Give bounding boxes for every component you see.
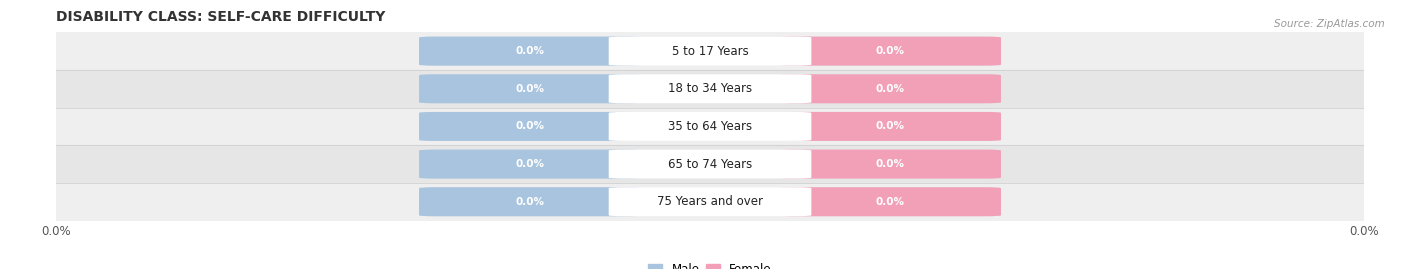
Text: 0.0%: 0.0% bbox=[876, 84, 904, 94]
FancyBboxPatch shape bbox=[419, 150, 641, 179]
Text: 18 to 34 Years: 18 to 34 Years bbox=[668, 82, 752, 95]
FancyBboxPatch shape bbox=[419, 74, 641, 103]
Text: 0.0%: 0.0% bbox=[516, 46, 544, 56]
FancyBboxPatch shape bbox=[779, 187, 1001, 216]
Text: 5 to 17 Years: 5 to 17 Years bbox=[672, 45, 748, 58]
FancyBboxPatch shape bbox=[779, 74, 1001, 103]
Text: 0.0%: 0.0% bbox=[876, 46, 904, 56]
Text: Source: ZipAtlas.com: Source: ZipAtlas.com bbox=[1274, 19, 1385, 29]
FancyBboxPatch shape bbox=[609, 187, 811, 216]
FancyBboxPatch shape bbox=[609, 37, 811, 66]
Text: 65 to 74 Years: 65 to 74 Years bbox=[668, 158, 752, 171]
Bar bbox=[56, 70, 1364, 108]
FancyBboxPatch shape bbox=[419, 37, 641, 66]
FancyBboxPatch shape bbox=[779, 112, 1001, 141]
Text: 0.0%: 0.0% bbox=[516, 159, 544, 169]
Bar bbox=[56, 145, 1364, 183]
FancyBboxPatch shape bbox=[419, 187, 641, 216]
Text: DISABILITY CLASS: SELF-CARE DIFFICULTY: DISABILITY CLASS: SELF-CARE DIFFICULTY bbox=[56, 10, 385, 24]
FancyBboxPatch shape bbox=[779, 37, 1001, 66]
Text: 75 Years and over: 75 Years and over bbox=[657, 195, 763, 208]
FancyBboxPatch shape bbox=[779, 150, 1001, 179]
Text: 0.0%: 0.0% bbox=[876, 159, 904, 169]
Bar bbox=[56, 183, 1364, 221]
FancyBboxPatch shape bbox=[419, 150, 1001, 179]
Text: 0.0%: 0.0% bbox=[876, 121, 904, 132]
Legend: Male, Female: Male, Female bbox=[644, 258, 776, 269]
Text: 0.0%: 0.0% bbox=[876, 197, 904, 207]
Text: 0.0%: 0.0% bbox=[516, 197, 544, 207]
Text: 0.0%: 0.0% bbox=[516, 121, 544, 132]
Bar bbox=[56, 108, 1364, 145]
FancyBboxPatch shape bbox=[609, 112, 811, 141]
FancyBboxPatch shape bbox=[609, 150, 811, 179]
FancyBboxPatch shape bbox=[419, 112, 641, 141]
FancyBboxPatch shape bbox=[419, 74, 1001, 103]
Text: 35 to 64 Years: 35 to 64 Years bbox=[668, 120, 752, 133]
Text: 0.0%: 0.0% bbox=[516, 84, 544, 94]
FancyBboxPatch shape bbox=[609, 74, 811, 103]
FancyBboxPatch shape bbox=[419, 187, 1001, 216]
FancyBboxPatch shape bbox=[419, 112, 1001, 141]
Bar bbox=[56, 32, 1364, 70]
FancyBboxPatch shape bbox=[419, 37, 1001, 66]
